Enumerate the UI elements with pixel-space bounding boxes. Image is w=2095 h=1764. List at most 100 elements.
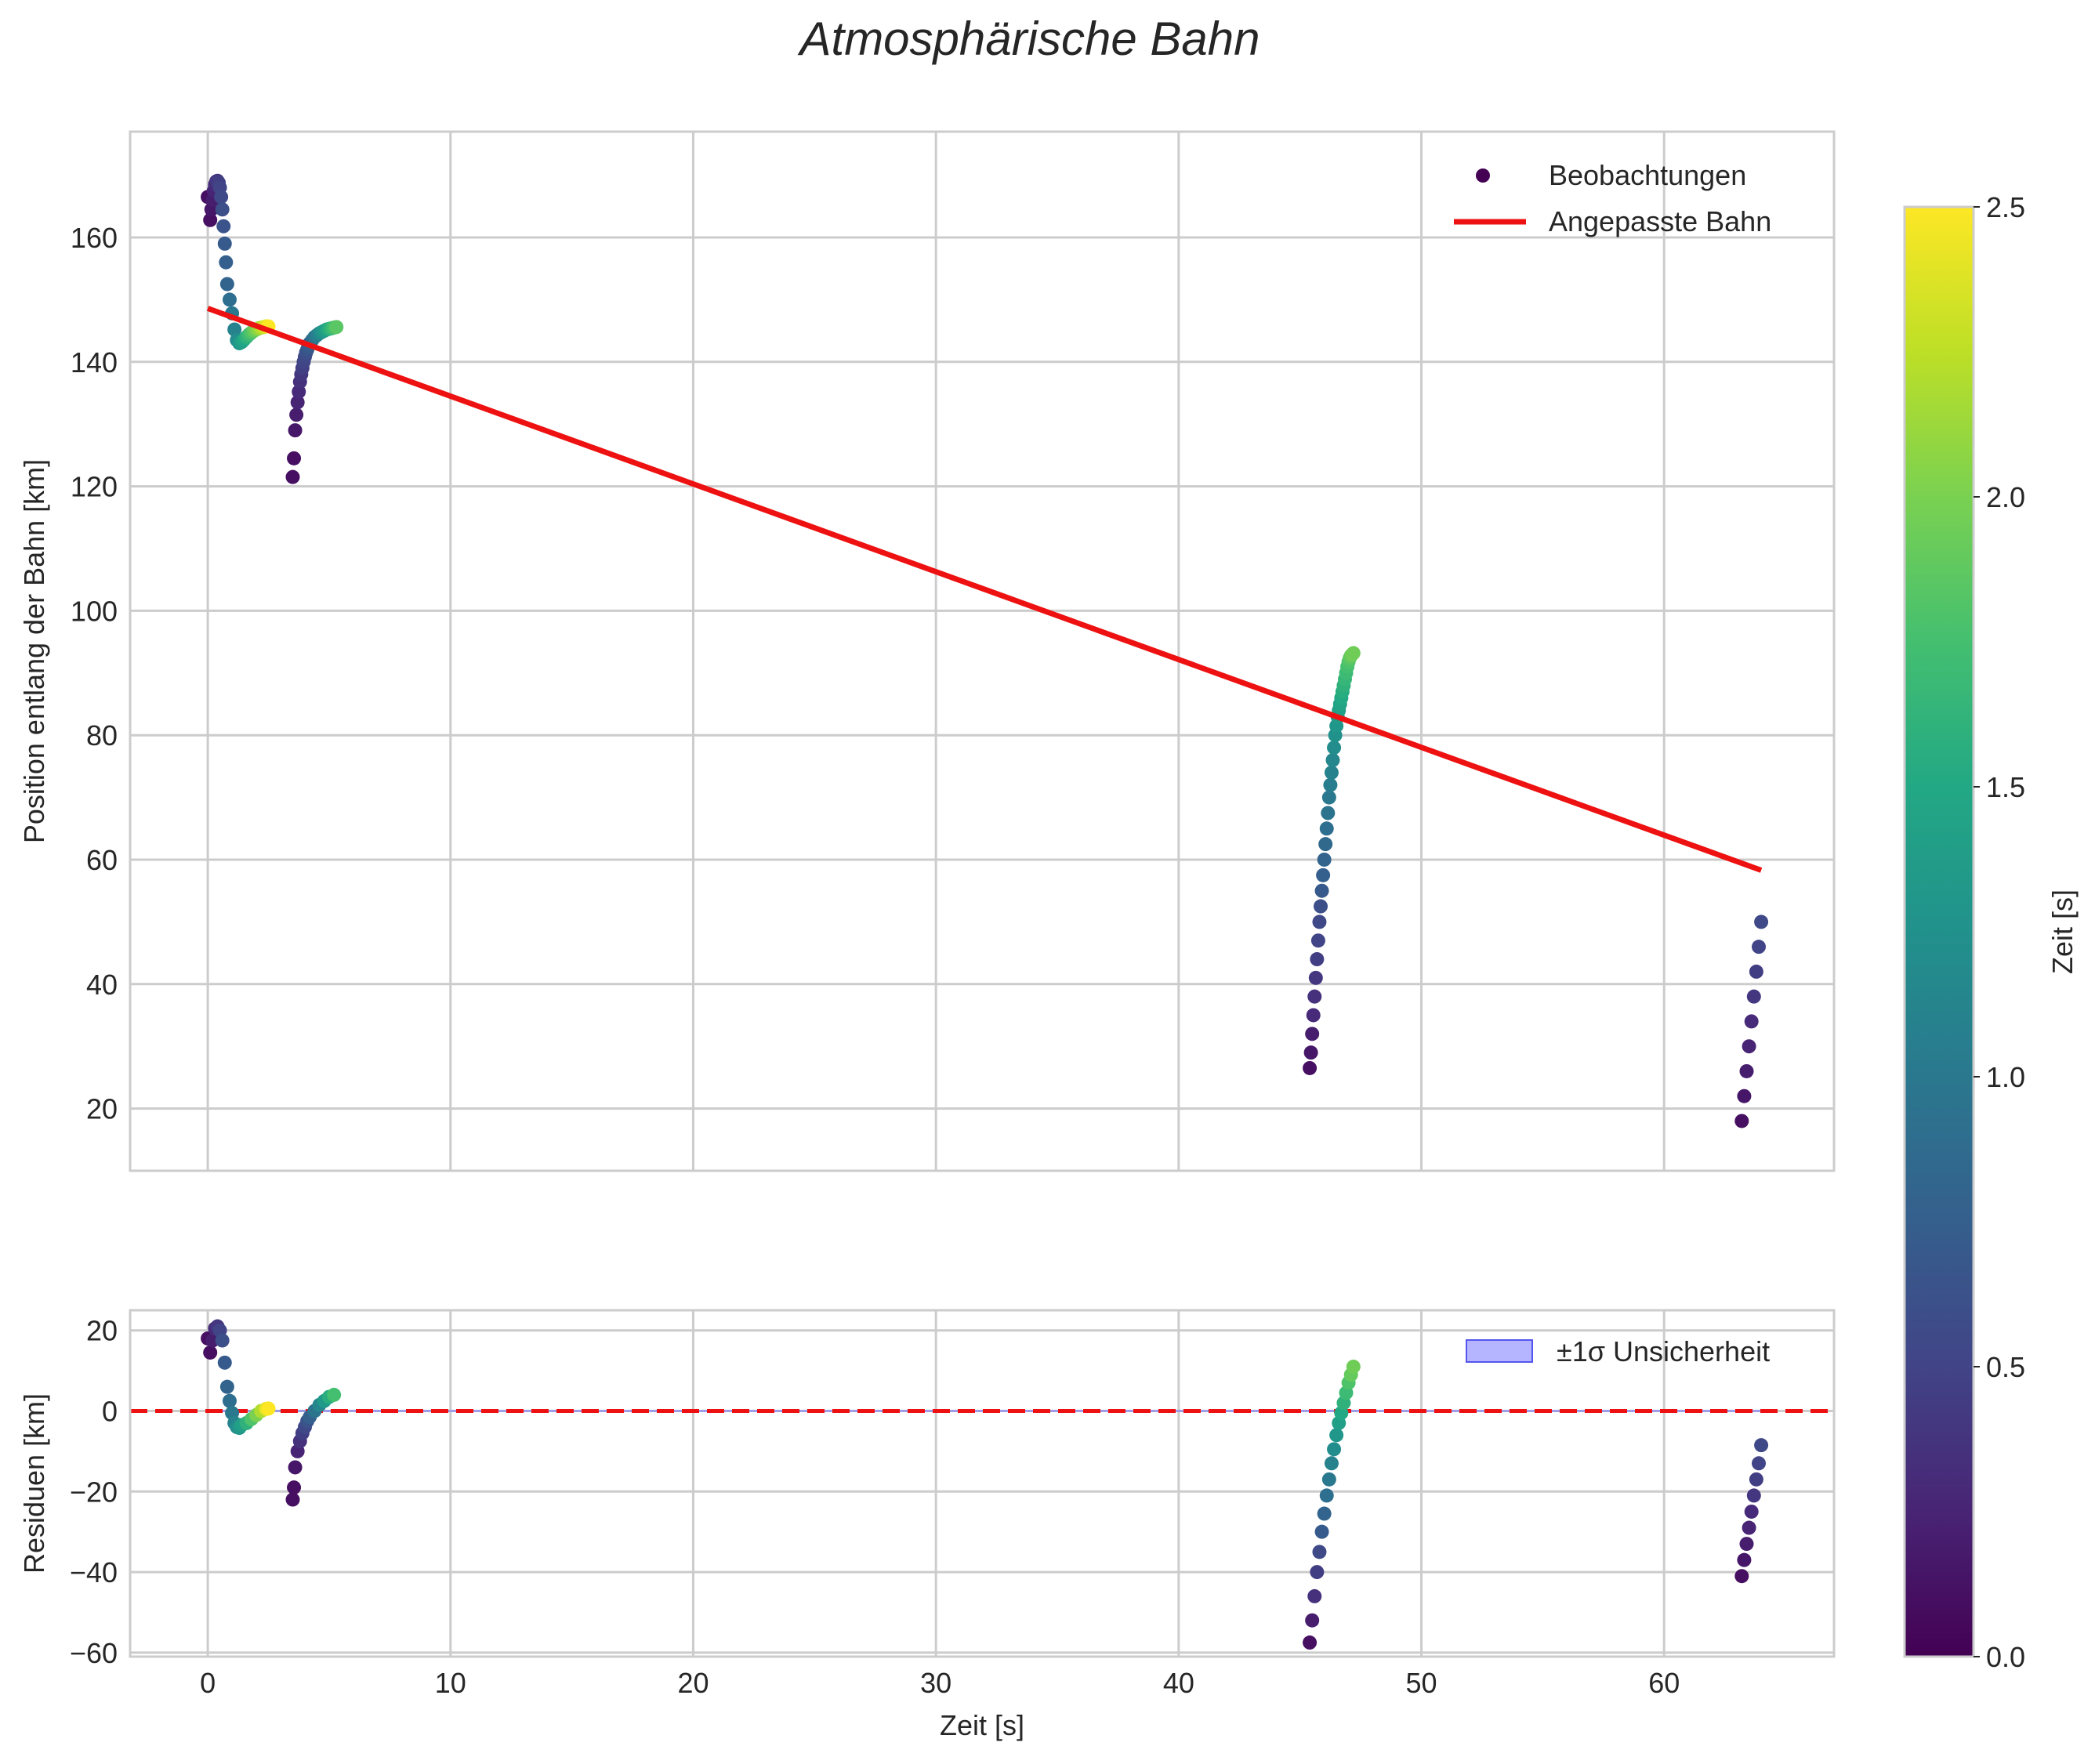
observation-point-g1-11 (215, 202, 230, 217)
observation-point-g3-14 (1319, 821, 1334, 836)
observation-point-g3-17 (1323, 777, 1338, 792)
residual-point-g3-11 (1329, 1428, 1344, 1443)
bottom-y-ticks: −60 −40 −20 0 20 (70, 1315, 118, 1669)
observation-point-g3-5 (1308, 970, 1323, 985)
observation-point-g4-3 (1742, 1039, 1756, 1054)
observation-point-g1-10 (214, 190, 229, 205)
bottom-x-ticks: 0 10 20 30 40 50 60 (200, 1667, 1680, 1699)
top-observation-points (201, 173, 1769, 1128)
observation-point-g1-15 (219, 277, 234, 292)
observation-point-g2-0 (285, 469, 300, 484)
residual-point-g1-9 (222, 1393, 237, 1408)
observation-point-g4-8 (1754, 915, 1769, 929)
residual-point-g2-2 (288, 1460, 303, 1475)
observation-point-g3-15 (1321, 806, 1336, 820)
observation-point-g4-6 (1749, 964, 1763, 979)
observation-point-g4-5 (1746, 989, 1761, 1004)
observation-point-g4-1 (1737, 1088, 1752, 1103)
residual-point-g3-0 (1303, 1635, 1318, 1650)
observation-point-g3-20 (1327, 741, 1342, 755)
bottom-y-tick-label-20: 20 (86, 1315, 118, 1347)
residual-point-g1-1 (203, 1345, 218, 1360)
residual-point-g1-6 (215, 1333, 230, 1348)
x-tick-label-10: 10 (435, 1667, 466, 1699)
observation-point-g3-16 (1321, 790, 1336, 805)
x-tick-label-50: 50 (1406, 1667, 1437, 1699)
observation-point-g1-1 (203, 212, 218, 227)
bottom-y-tick-label--20: −20 (70, 1476, 118, 1508)
observation-point-g3-19 (1325, 752, 1340, 767)
residual-point-g4-2 (1739, 1537, 1754, 1552)
residual-point-g3-18 (1346, 1359, 1361, 1374)
bottom-y-tick-label-0: 0 (102, 1395, 118, 1427)
colorbar-tick-label-1: 0.5 (1986, 1351, 2025, 1383)
residual-point-g1-7 (217, 1355, 232, 1370)
observation-point-g1-16 (222, 292, 237, 307)
top-panel: 20 40 60 80 100 120 140 160 Position entlang de… (18, 130, 1836, 1172)
residual-point-g3-9 (1324, 1456, 1339, 1471)
chart-title: Atmosphärische Bahn (798, 13, 1260, 65)
observation-point-g1-18 (227, 322, 242, 337)
residual-point-g3-2 (1307, 1588, 1322, 1603)
residual-point-g3-4 (1312, 1545, 1327, 1559)
observation-point-g3-2 (1305, 1027, 1320, 1041)
top-y-axis-label: Position entlang der Bahn [km] (18, 459, 50, 843)
residual-point-g3-5 (1314, 1524, 1329, 1539)
x-tick-label-20: 20 (677, 1667, 709, 1699)
observation-point-g3-6 (1310, 952, 1325, 967)
observation-point-g1-12 (216, 219, 231, 234)
residual-point-g4-5 (1746, 1488, 1761, 1503)
colorbar: 0.0 0.5 1.0 1.5 2.0 2.5 Zeit [s] (1903, 191, 2079, 1673)
top-legend: Beobachtungen Angepasste Bahn (1454, 159, 1771, 237)
top-y-tick-label-140: 140 (71, 346, 118, 379)
colorbar-label: Zeit [s] (2046, 889, 2079, 974)
observation-point-g3-8 (1312, 915, 1327, 929)
observation-point-g3-18 (1324, 765, 1339, 780)
colorbar-gradient (1903, 205, 1975, 1658)
residual-point-g3-10 (1327, 1442, 1342, 1457)
bottom-y-tick-label--40: −40 (70, 1556, 118, 1588)
residual-point-g3-7 (1319, 1488, 1334, 1503)
residual-point-g4-6 (1749, 1472, 1763, 1487)
observation-point-g4-0 (1734, 1114, 1749, 1128)
observation-point-g2-25 (329, 320, 344, 335)
colorbar-tick-label-0: 0.0 (1986, 1641, 2025, 1673)
residual-point-g4-0 (1734, 1569, 1749, 1584)
top-y-tick-label-80: 80 (86, 719, 118, 752)
legend-marker-band (1466, 1339, 1533, 1363)
top-y-ticks: 20 40 60 80 100 120 140 160 (71, 222, 118, 1125)
x-tick-label-0: 0 (200, 1667, 216, 1699)
observation-point-g4-2 (1739, 1063, 1754, 1078)
residual-point-g2-1 (287, 1480, 302, 1495)
residual-point-g2-0 (285, 1492, 300, 1507)
residual-point-g4-4 (1744, 1504, 1759, 1519)
legend-label-fit: Angepasste Bahn (1549, 205, 1771, 237)
residual-point-g2-13 (327, 1387, 342, 1402)
observation-point-g2-4 (290, 395, 305, 410)
top-y-tick-label-40: 40 (86, 969, 118, 1001)
observation-point-g3-1 (1303, 1045, 1318, 1060)
residual-point-g3-1 (1305, 1613, 1320, 1628)
x-tick-label-60: 60 (1648, 1667, 1680, 1699)
colorbar-tick-label-5: 2.5 (1986, 191, 2025, 223)
x-tick-label-30: 30 (920, 1667, 951, 1699)
colorbar-tick-label-3: 1.5 (1986, 771, 2025, 803)
bottom-y-tick-label--60: −60 (70, 1637, 118, 1669)
observation-point-g3-12 (1317, 852, 1332, 867)
legend-marker-observations (1476, 168, 1490, 183)
colorbar-tick-label-2: 1.0 (1986, 1061, 2025, 1093)
legend-label-band: ±1σ Unsicherheit (1557, 1335, 1770, 1367)
observation-point-g4-4 (1744, 1014, 1759, 1029)
observation-point-g4-7 (1751, 940, 1766, 954)
top-y-tick-label-100: 100 (71, 595, 118, 627)
observation-point-g3-7 (1310, 933, 1325, 948)
fitted-trajectory-line (206, 306, 1763, 873)
colorbar-tick-label-4: 2.0 (1986, 481, 2025, 513)
top-y-tick-label-20: 20 (86, 1093, 118, 1125)
residual-point-g1-20 (261, 1401, 276, 1416)
residual-point-g3-3 (1310, 1565, 1325, 1580)
legend-label-observations: Beobachtungen (1549, 159, 1746, 191)
x-tick-label-40: 40 (1163, 1667, 1194, 1699)
